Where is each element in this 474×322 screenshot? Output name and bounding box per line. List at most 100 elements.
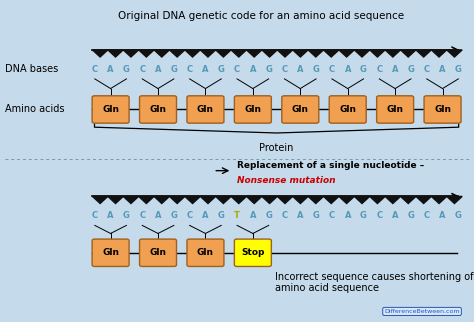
- Polygon shape: [308, 50, 323, 57]
- Text: Gln: Gln: [197, 248, 214, 257]
- Text: A: A: [107, 65, 114, 74]
- Polygon shape: [108, 50, 123, 57]
- FancyBboxPatch shape: [282, 96, 319, 123]
- Text: DifferenceBetween.com: DifferenceBetween.com: [384, 309, 460, 314]
- Text: G: G: [360, 65, 367, 74]
- Text: G: G: [408, 65, 414, 74]
- Polygon shape: [262, 196, 277, 204]
- Text: Gln: Gln: [102, 105, 119, 114]
- Polygon shape: [385, 196, 401, 204]
- Text: Gln: Gln: [149, 248, 166, 257]
- Text: A: A: [202, 65, 209, 74]
- Polygon shape: [416, 50, 431, 57]
- Text: Gln: Gln: [245, 105, 261, 114]
- Text: C: C: [139, 65, 146, 74]
- Polygon shape: [416, 196, 431, 204]
- Polygon shape: [447, 196, 462, 204]
- Polygon shape: [431, 50, 447, 57]
- Polygon shape: [246, 196, 262, 204]
- Text: A: A: [155, 65, 161, 74]
- Text: G: G: [313, 65, 319, 74]
- Polygon shape: [324, 196, 339, 204]
- Text: Protein: Protein: [259, 143, 294, 153]
- FancyBboxPatch shape: [234, 96, 271, 123]
- Polygon shape: [246, 50, 262, 57]
- Text: A: A: [297, 211, 303, 220]
- Polygon shape: [216, 50, 231, 57]
- Text: Gln: Gln: [102, 248, 119, 257]
- Text: Amino acids: Amino acids: [5, 104, 64, 115]
- Text: C: C: [329, 65, 335, 74]
- Text: Gln: Gln: [292, 105, 309, 114]
- Text: A: A: [107, 211, 114, 220]
- Text: C: C: [92, 65, 98, 74]
- Text: G: G: [408, 211, 414, 220]
- Text: G: G: [455, 65, 462, 74]
- Text: G: G: [265, 65, 272, 74]
- Text: C: C: [329, 211, 335, 220]
- FancyBboxPatch shape: [234, 239, 271, 267]
- Text: A: A: [439, 211, 446, 220]
- Text: C: C: [92, 211, 98, 220]
- Text: Original DNA genetic code for an amino acid sequence: Original DNA genetic code for an amino a…: [118, 11, 404, 21]
- Polygon shape: [447, 50, 462, 57]
- Text: Gln: Gln: [339, 105, 356, 114]
- Text: C: C: [234, 65, 240, 74]
- Text: A: A: [202, 211, 209, 220]
- Polygon shape: [308, 196, 323, 204]
- Polygon shape: [354, 196, 370, 204]
- Text: T: T: [234, 211, 240, 220]
- Polygon shape: [339, 196, 354, 204]
- Text: G: G: [455, 211, 462, 220]
- Polygon shape: [123, 196, 138, 204]
- Polygon shape: [138, 50, 154, 57]
- Text: C: C: [424, 65, 430, 74]
- Text: Gln: Gln: [387, 105, 404, 114]
- Polygon shape: [92, 196, 108, 204]
- Text: DNA bases: DNA bases: [5, 64, 58, 74]
- Text: C: C: [282, 211, 288, 220]
- Polygon shape: [431, 196, 447, 204]
- Text: Gln: Gln: [149, 105, 166, 114]
- Polygon shape: [324, 50, 339, 57]
- Polygon shape: [185, 50, 200, 57]
- Polygon shape: [108, 196, 123, 204]
- Polygon shape: [200, 50, 216, 57]
- FancyBboxPatch shape: [92, 96, 129, 123]
- Polygon shape: [370, 196, 385, 204]
- Polygon shape: [385, 50, 401, 57]
- FancyBboxPatch shape: [139, 96, 176, 123]
- Text: G: G: [218, 211, 225, 220]
- Polygon shape: [370, 50, 385, 57]
- Text: C: C: [139, 211, 146, 220]
- Text: G: G: [265, 211, 272, 220]
- Polygon shape: [92, 50, 108, 57]
- Text: A: A: [155, 211, 161, 220]
- Text: C: C: [187, 65, 193, 74]
- Text: A: A: [297, 65, 303, 74]
- Text: C: C: [282, 65, 288, 74]
- Polygon shape: [170, 50, 185, 57]
- FancyBboxPatch shape: [424, 96, 461, 123]
- Polygon shape: [216, 196, 231, 204]
- FancyBboxPatch shape: [187, 96, 224, 123]
- Text: Replacement of a single nucleotide –: Replacement of a single nucleotide –: [237, 161, 424, 170]
- Text: A: A: [250, 65, 256, 74]
- Polygon shape: [292, 196, 308, 204]
- Text: A: A: [392, 211, 398, 220]
- Text: G: G: [218, 65, 225, 74]
- Text: Stop: Stop: [241, 248, 264, 257]
- FancyBboxPatch shape: [92, 239, 129, 267]
- Text: G: G: [170, 211, 177, 220]
- Text: Gln: Gln: [197, 105, 214, 114]
- Text: G: G: [360, 211, 367, 220]
- Polygon shape: [185, 196, 200, 204]
- Polygon shape: [154, 50, 170, 57]
- Text: G: G: [170, 65, 177, 74]
- Text: Nonsense mutation: Nonsense mutation: [237, 176, 336, 185]
- Text: Incorrect sequence causes shortening of: Incorrect sequence causes shortening of: [275, 272, 474, 282]
- Text: C: C: [187, 211, 193, 220]
- Text: A: A: [250, 211, 256, 220]
- FancyBboxPatch shape: [329, 96, 366, 123]
- Text: A: A: [439, 65, 446, 74]
